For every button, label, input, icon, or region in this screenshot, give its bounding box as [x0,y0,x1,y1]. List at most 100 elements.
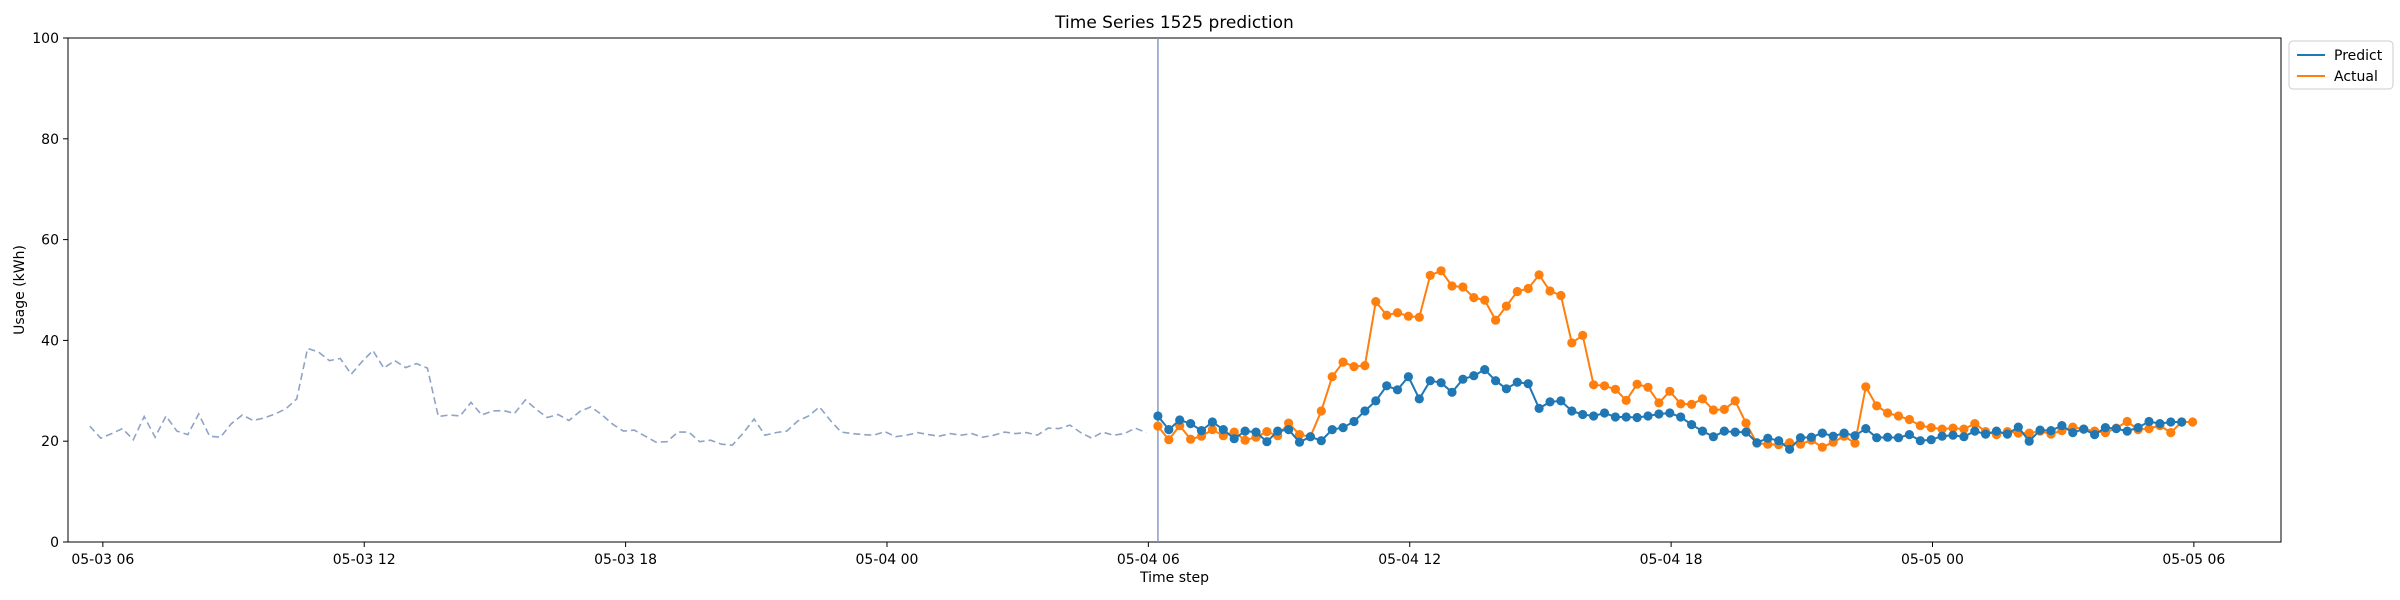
predict-point [1981,429,1991,439]
predict-point [1589,411,1599,421]
predict-point [1294,437,1305,447]
predict-point [2122,426,2132,436]
actual-point [1621,395,1631,405]
actual-point [1850,438,1860,448]
x-tick-label: 05-04 06 [1117,552,1180,568]
actual-point [1425,270,1435,280]
predict-point [1785,444,1795,454]
predict-point [1512,377,1522,387]
actual-point [1153,421,1163,431]
actual-point [1186,434,1196,444]
x-tick-label: 05-03 06 [71,552,134,568]
predict-point [1697,426,1708,436]
predict-point [2090,430,2100,440]
series-layer [89,38,2198,542]
predict-point [1774,436,1784,446]
actual-point [1632,379,1642,389]
predict-point [1578,409,1588,420]
predict-point [2079,424,2089,434]
predict-point [1904,430,1914,440]
actual-point [1523,283,1533,294]
predict-point [1763,433,1773,443]
actual-point [1436,266,1446,276]
actual-point [1795,439,1806,449]
actual-point [2188,417,2198,427]
predict-point [1153,411,1163,421]
predict-point [1991,426,2002,436]
predict-point [1676,412,1686,422]
predict-point [1523,379,1533,389]
predict-point [1883,432,1893,442]
legend: Predict Actual [2288,40,2394,90]
predict-point [1545,397,1555,407]
actual-point [1676,399,1686,409]
actual-point [1469,293,1479,303]
predict-point [1752,438,1762,448]
predict-point [2166,417,2176,427]
predict-point [2100,423,2110,433]
predict-point [1327,425,1337,435]
predict-point [1708,432,1718,442]
actual-point [1556,290,1566,301]
predict-point [1382,381,1392,391]
actual-point [1567,338,1577,348]
predict-point [1926,435,1936,445]
predict-point [1893,433,1904,443]
actual-point [1959,424,1969,434]
predict-point [1491,376,1501,386]
actual-point [1915,421,1925,431]
actual-point [1817,442,1827,452]
plot-frame [67,37,2282,543]
predict-point [1621,412,1631,422]
legend-label-actual: Actual [2334,69,2378,85]
predict-point [2177,417,2187,427]
y-axis: 0 20 40 60 80 100 [32,31,68,551]
predict-point [1262,437,1272,447]
predict-point [2111,424,2121,434]
predict-point [2046,426,2056,436]
predict-point [2057,421,2067,431]
x-axis-title: Time step [1139,570,1209,586]
predict-point [1240,426,1250,436]
predict-point [1425,376,1435,386]
predict-point [1970,426,1980,436]
predict-point [2013,422,2023,432]
actual-point [2166,428,2176,438]
predict-point [1959,432,1969,442]
y-tick-label: 0 [50,535,59,551]
actual-point [1240,435,1250,445]
actual-point [1610,384,1620,394]
predict-point [1872,433,1882,443]
predict-point [1806,432,1816,442]
actual-point [1458,282,1468,292]
chart-title: Time Series 1525 prediction [1054,13,1294,33]
predict-point [1371,396,1381,406]
predict-point [1164,425,1174,435]
actual-point [1861,382,1871,392]
actual-point [1687,399,1697,409]
predict-point [1218,425,1228,435]
actual-point [1403,311,1413,321]
predict-point [1480,365,1490,375]
actual-point [1785,438,1795,448]
actual-point [1207,425,1217,435]
actual-point [1926,423,1936,433]
predict-point [1850,431,1860,441]
actual-point [1447,281,1457,291]
predict-point [2002,429,2012,439]
predict-point [2155,419,2165,429]
actual-point [1371,297,1381,307]
predict-point [1861,424,1871,434]
actual-point [1327,372,1337,382]
actual-point [2122,416,2132,427]
predict-point [1654,409,1664,419]
actual-point [1338,357,1348,367]
predict-point [1730,427,1740,437]
predict-point [1349,416,1359,427]
predict-point [1447,387,1457,397]
predict-point [1316,436,1326,446]
predict-point [1567,406,1577,416]
y-tick-label: 60 [41,233,59,249]
predict-point [2144,416,2154,427]
